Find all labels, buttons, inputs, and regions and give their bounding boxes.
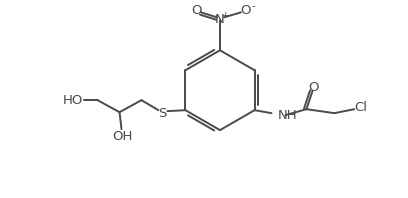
Text: O: O <box>308 81 319 94</box>
Text: S: S <box>158 107 166 120</box>
Text: HO: HO <box>62 94 83 107</box>
Text: +: + <box>221 11 229 20</box>
Text: O: O <box>241 4 251 17</box>
Text: Cl: Cl <box>354 101 367 114</box>
Text: N: N <box>215 13 225 26</box>
Text: OH: OH <box>112 130 133 143</box>
Text: -: - <box>251 1 255 11</box>
Text: O: O <box>191 4 201 17</box>
Text: NH: NH <box>277 109 297 122</box>
